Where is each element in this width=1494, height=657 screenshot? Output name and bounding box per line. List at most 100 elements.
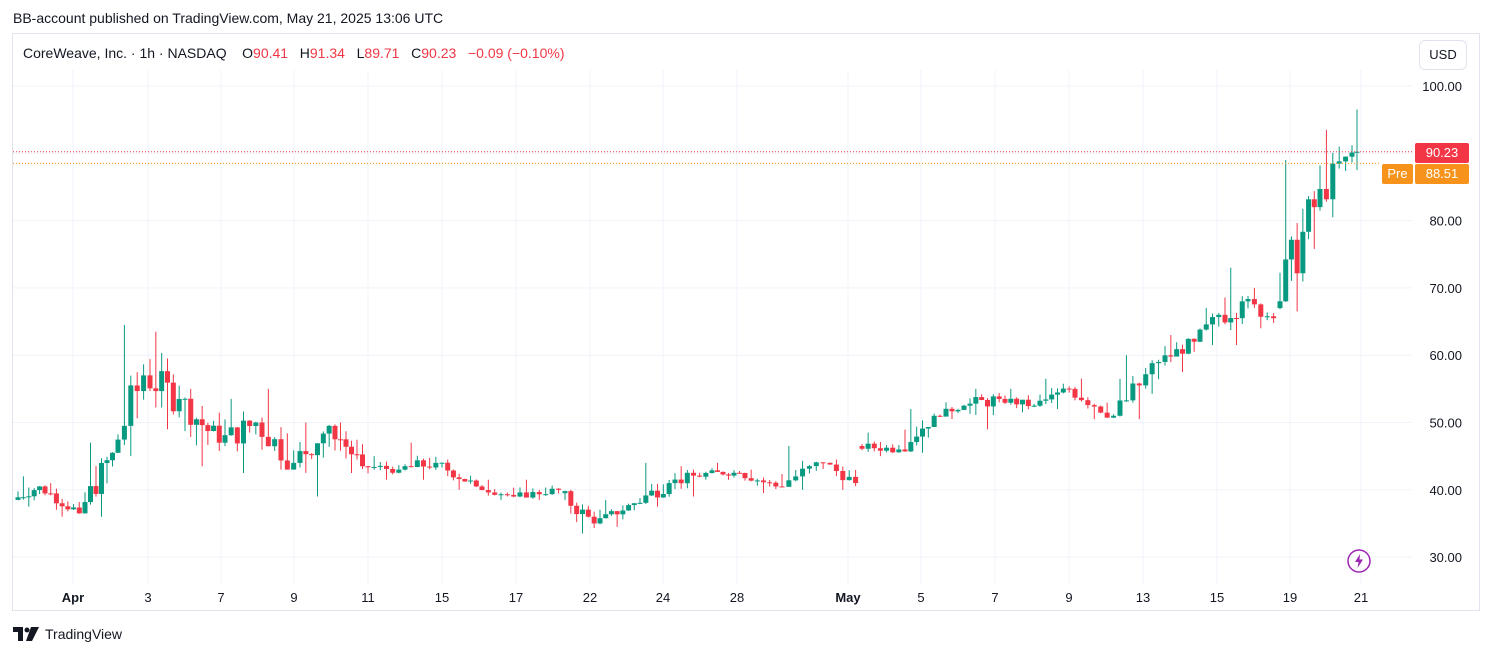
candle-body [1031, 405, 1037, 407]
candle-body [597, 518, 603, 524]
candle-body [1349, 152, 1355, 157]
candle-body [265, 436, 271, 447]
candle-body [1294, 239, 1300, 274]
candle-body [134, 385, 140, 392]
candle-body [159, 371, 165, 392]
candle-body [193, 419, 199, 425]
candle-body [26, 496, 32, 498]
candle-body [1191, 338, 1197, 342]
candle-body [562, 491, 568, 494]
candle-body [896, 449, 902, 453]
candle-body [228, 427, 234, 436]
y-tick-label: 80.00 [1429, 214, 1462, 229]
x-tick-label: 22 [583, 590, 597, 605]
candle-body [820, 462, 826, 464]
candle-body [1085, 400, 1091, 406]
candle-body [672, 479, 678, 484]
candle-body [20, 497, 26, 499]
y-tick-label: 70.00 [1429, 281, 1462, 296]
candle-body [1060, 388, 1066, 393]
candle-body [371, 466, 377, 468]
candle-body [303, 451, 309, 455]
candle-body [59, 503, 65, 507]
candle-body [234, 427, 240, 444]
candle-body [427, 466, 433, 468]
candle-body [726, 474, 731, 476]
candle-body [1234, 318, 1239, 320]
candle-body [1251, 299, 1257, 305]
candle-body [456, 477, 462, 479]
candle-body [1306, 199, 1312, 232]
candle-body [141, 375, 147, 392]
candle-body [937, 415, 943, 417]
candle-body [1185, 338, 1191, 354]
candle-body [445, 462, 451, 471]
candle-body [530, 492, 536, 498]
candle-body [1283, 259, 1289, 302]
x-tick-label: 17 [509, 590, 523, 605]
candle-body [871, 443, 877, 449]
candle-body [278, 439, 284, 461]
candle-body [1156, 361, 1162, 364]
candle-body [284, 460, 290, 470]
lightning-icon[interactable] [1347, 549, 1371, 573]
tradingview-logo-icon[interactable] [13, 627, 39, 641]
candle-body [115, 439, 121, 453]
candle-body [1271, 316, 1277, 319]
candle-body [614, 511, 620, 515]
candle-body [585, 509, 591, 517]
candle-body [608, 511, 614, 515]
candle-body [1072, 388, 1078, 398]
candle-body [147, 375, 153, 389]
candle-body [1258, 304, 1264, 317]
candle-body [943, 408, 949, 417]
candle-body [272, 439, 278, 447]
symbol-legend: CoreWeave, Inc. · 1h · NASDAQ O90.41 H91… [23, 45, 564, 61]
candle-body [678, 479, 684, 484]
candle-body [450, 470, 456, 478]
candle-body [473, 480, 479, 487]
candle-body [188, 398, 194, 425]
symbol-name[interactable]: CoreWeave, Inc. · 1h · NASDAQ [23, 45, 227, 61]
candle-body [591, 516, 597, 524]
candle-body [1025, 399, 1031, 407]
candle-body [338, 439, 343, 441]
candle-body [121, 425, 127, 440]
candle-body [1336, 161, 1342, 164]
candle-body [320, 433, 326, 444]
candle-body [996, 396, 1002, 399]
y-tick-label: 30.00 [1429, 550, 1462, 565]
brand-name[interactable]: TradingView [45, 626, 123, 642]
candle-body [492, 492, 498, 495]
x-tick-label: 3 [144, 590, 151, 605]
pre-market-label: Pre [1382, 164, 1413, 184]
candle-body [511, 494, 517, 497]
candle-body [973, 397, 979, 404]
x-tick-label: 7 [217, 590, 224, 605]
candle-body [65, 506, 71, 510]
candle-body [1277, 301, 1283, 309]
candle-body [479, 486, 485, 491]
candle-body [877, 448, 883, 451]
candle-body [720, 471, 726, 475]
candle-body [1149, 363, 1155, 375]
candle-body [697, 475, 703, 477]
candle-body [967, 403, 973, 406]
candle-body [684, 472, 690, 484]
currency-button[interactable]: USD [1419, 40, 1467, 70]
x-tick-label: 24 [656, 590, 670, 605]
candle-body [326, 425, 332, 434]
x-tick-label: 15 [1210, 590, 1224, 605]
open-value: 90.41 [253, 45, 289, 61]
candle-body [1111, 415, 1117, 418]
x-tick-label: 21 [1354, 590, 1368, 605]
candle-body [259, 422, 265, 437]
candle-body [813, 462, 819, 467]
candle-body [1180, 349, 1185, 354]
candle-body [1300, 231, 1306, 274]
candle-body [48, 493, 54, 495]
candle-body [1288, 239, 1294, 260]
chart-frame[interactable] [12, 33, 1480, 611]
candle-body [1210, 317, 1215, 325]
